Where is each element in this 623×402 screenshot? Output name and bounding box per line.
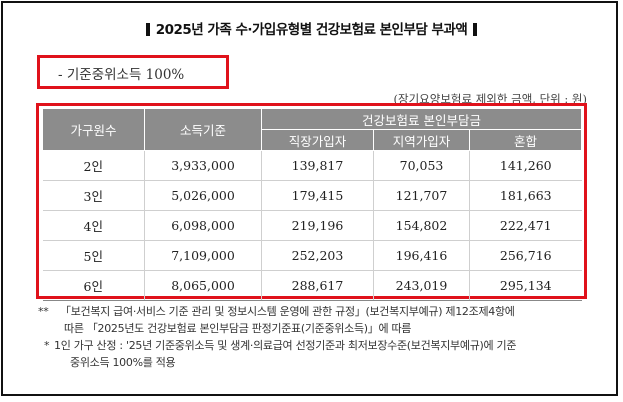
footnote-2-mark: * <box>44 339 50 352</box>
cell-employee: 252,203 <box>261 240 374 271</box>
cell-household: 3인 <box>42 180 145 211</box>
header-employee: 직장가입자 <box>261 129 374 151</box>
header-household: 가구원수 <box>42 108 145 151</box>
cell-household: 2인 <box>42 150 145 181</box>
cell-household: 4인 <box>42 210 145 241</box>
cell-mixed: 295,134 <box>468 270 582 301</box>
table-row: 6인 8,065,000 288,617 243,019 295,134 <box>42 270 582 301</box>
table-row: 3인 5,026,000 179,415 121,707 181,663 <box>42 180 582 211</box>
criteria-label: - 기준중위소득 100% <box>58 67 185 83</box>
title-text: 2025년 가족 수·가입유형별 건강보험료 본인부담 부과액 <box>155 22 468 38</box>
header-row-2: 직장가입자 지역가입자 혼합 <box>43 129 583 151</box>
header-regional: 지역가입자 <box>373 129 470 151</box>
title-bar-right <box>473 23 478 36</box>
title-bar-left <box>145 23 150 36</box>
cell-income: 7,109,000 <box>144 240 262 271</box>
header-premium-group: 건강보험료 본인부담금 <box>260 108 583 130</box>
cell-mixed: 256,716 <box>468 240 582 271</box>
cell-mixed: 141,260 <box>468 150 582 181</box>
criteria-highlight-box <box>37 55 229 89</box>
header-income: 소득기준 <box>144 108 262 151</box>
cell-employee: 139,817 <box>261 150 374 181</box>
footnote-1-text-1: 「보건복지 급여·서비스 기준 관리 및 정보시스템 운영에 관한 규정」(보건… <box>60 305 515 318</box>
cell-regional: 121,707 <box>373 180 470 211</box>
cell-employee: 179,415 <box>261 180 374 211</box>
header-row-1: 가구원수 소득기준 건강보험료 본인부담금 <box>42 108 583 151</box>
cell-income: 6,098,000 <box>144 210 262 241</box>
footnotes: ** 「보건복지 급여·서비스 기준 관리 및 정보시스템 운영에 관한 규정」(… <box>38 303 598 371</box>
cell-employee: 219,196 <box>261 210 374 241</box>
cell-mixed: 222,471 <box>468 210 582 241</box>
unit-note: (장기요양보험료 제외한 금액, 단위 : 원) <box>393 92 587 106</box>
footnote-2-line-1: * 1인 가구 산정 : '25년 기준중위소득 및 생계·의료급여 선정기준과 … <box>38 337 598 354</box>
cell-income: 8,065,000 <box>144 270 262 301</box>
cell-household: 6인 <box>42 270 145 301</box>
document-title: 2025년 가족 수·가입유형별 건강보험료 본인부담 부과액 <box>0 18 623 38</box>
cell-regional: 196,416 <box>373 240 470 271</box>
cell-regional: 243,019 <box>373 270 470 301</box>
table-row: 5인 7,109,000 252,203 196,416 256,716 <box>42 240 582 271</box>
footnote-1-line-2: 따른 「2025년도 건강보험료 본인부담금 판정기준표(기준중위소득)」에 따… <box>64 322 412 335</box>
footnote-1-mark: ** <box>38 305 49 318</box>
cell-income: 5,026,000 <box>144 180 262 211</box>
footnote-2-line-2: 중위소득 100%를 적용 <box>70 356 176 369</box>
cell-employee: 288,617 <box>261 270 374 301</box>
cell-regional: 70,053 <box>373 150 470 181</box>
table-row: 2인 3,933,000 139,817 70,053 141,260 <box>42 150 582 181</box>
table-row: 4인 6,098,000 219,196 154,802 222,471 <box>42 210 582 241</box>
premium-table: 가구원수 소득기준 건강보험료 본인부담금 직장가입자 지역가입자 혼합 2인 … <box>42 108 583 301</box>
footnote-1-line-1: ** 「보건복지 급여·서비스 기준 관리 및 정보시스템 운영에 관한 규정」(… <box>38 303 598 320</box>
cell-mixed: 181,663 <box>468 180 582 211</box>
cell-regional: 154,802 <box>373 210 470 241</box>
cell-income: 3,933,000 <box>144 150 262 181</box>
header-mixed: 혼합 <box>468 129 583 151</box>
footnote-2-text-1: 1인 가구 산정 : '25년 기준중위소득 및 생계·의료급여 선정기준과 최… <box>54 339 517 352</box>
cell-household: 5인 <box>42 240 145 271</box>
